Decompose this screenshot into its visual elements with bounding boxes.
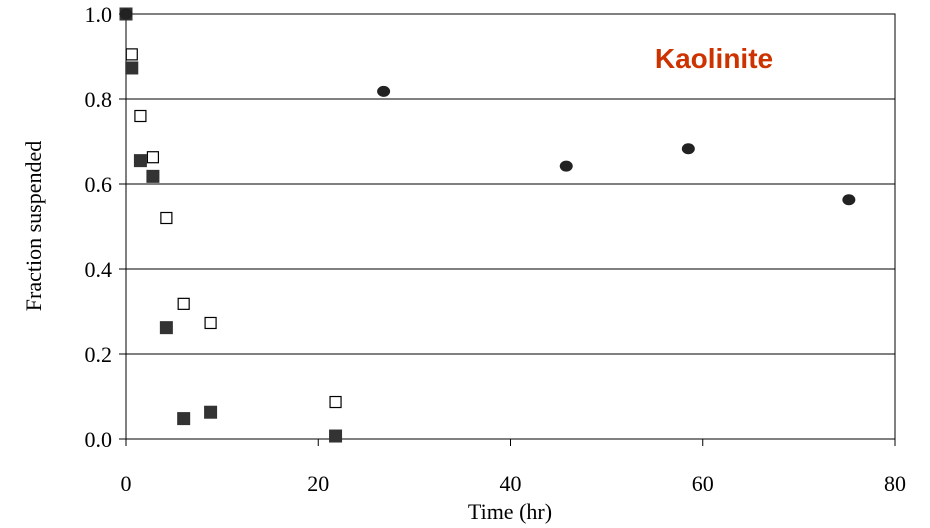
series-open-square	[119, 7, 342, 409]
data-point-open-square	[134, 109, 147, 123]
data-point-filled-circle	[377, 85, 391, 97]
data-point-filled-circle	[559, 160, 573, 172]
data-point-filled-square	[329, 429, 343, 443]
x-tick-label: 20	[307, 471, 329, 496]
x-tick-label: 60	[692, 471, 714, 496]
data-point-open-square	[146, 151, 160, 164]
series-filled-square	[119, 7, 343, 443]
tick-labels: 0.0 0.2 0.4 0.6 0.8 1.0 0 20 40 60 80	[85, 2, 907, 496]
x-tick-label: 0	[121, 471, 132, 496]
chart-annotation: Kaolinite	[655, 43, 773, 74]
data-point-filled-circle	[119, 8, 133, 20]
data-point-open-square	[329, 395, 342, 409]
axis-ticks	[119, 13, 896, 446]
y-tick-label: 0.2	[85, 342, 113, 367]
data-point-filled-square	[133, 154, 147, 168]
data-point-open-square	[125, 48, 138, 61]
y-tick-label: 0.8	[85, 87, 113, 112]
data-series	[119, 7, 856, 443]
data-point-open-square	[177, 297, 190, 310]
data-point-open-square	[160, 211, 173, 225]
plot-area-frame	[125, 13, 896, 440]
data-point-filled-square	[177, 412, 191, 426]
data-point-open-square	[204, 316, 217, 330]
grid-lines	[126, 13, 895, 355]
y-tick-label: 1.0	[85, 2, 113, 27]
data-point-filled-circle	[681, 143, 695, 155]
data-point-filled-square	[159, 321, 173, 335]
data-point-filled-square	[125, 61, 139, 75]
series-filled-circle	[119, 8, 856, 206]
x-tick-label: 40	[500, 471, 522, 496]
y-tick-label: 0.6	[85, 172, 113, 197]
x-axis-title: Time (hr)	[468, 499, 552, 524]
y-tick-label: 0.4	[85, 257, 113, 282]
data-point-filled-circle	[842, 194, 856, 206]
x-tick-label: 80	[884, 471, 906, 496]
data-point-filled-square	[146, 169, 160, 183]
data-point-filled-square	[204, 405, 218, 419]
y-axis-title: Fraction suspended	[21, 141, 46, 311]
y-tick-label: 0.0	[85, 427, 113, 452]
